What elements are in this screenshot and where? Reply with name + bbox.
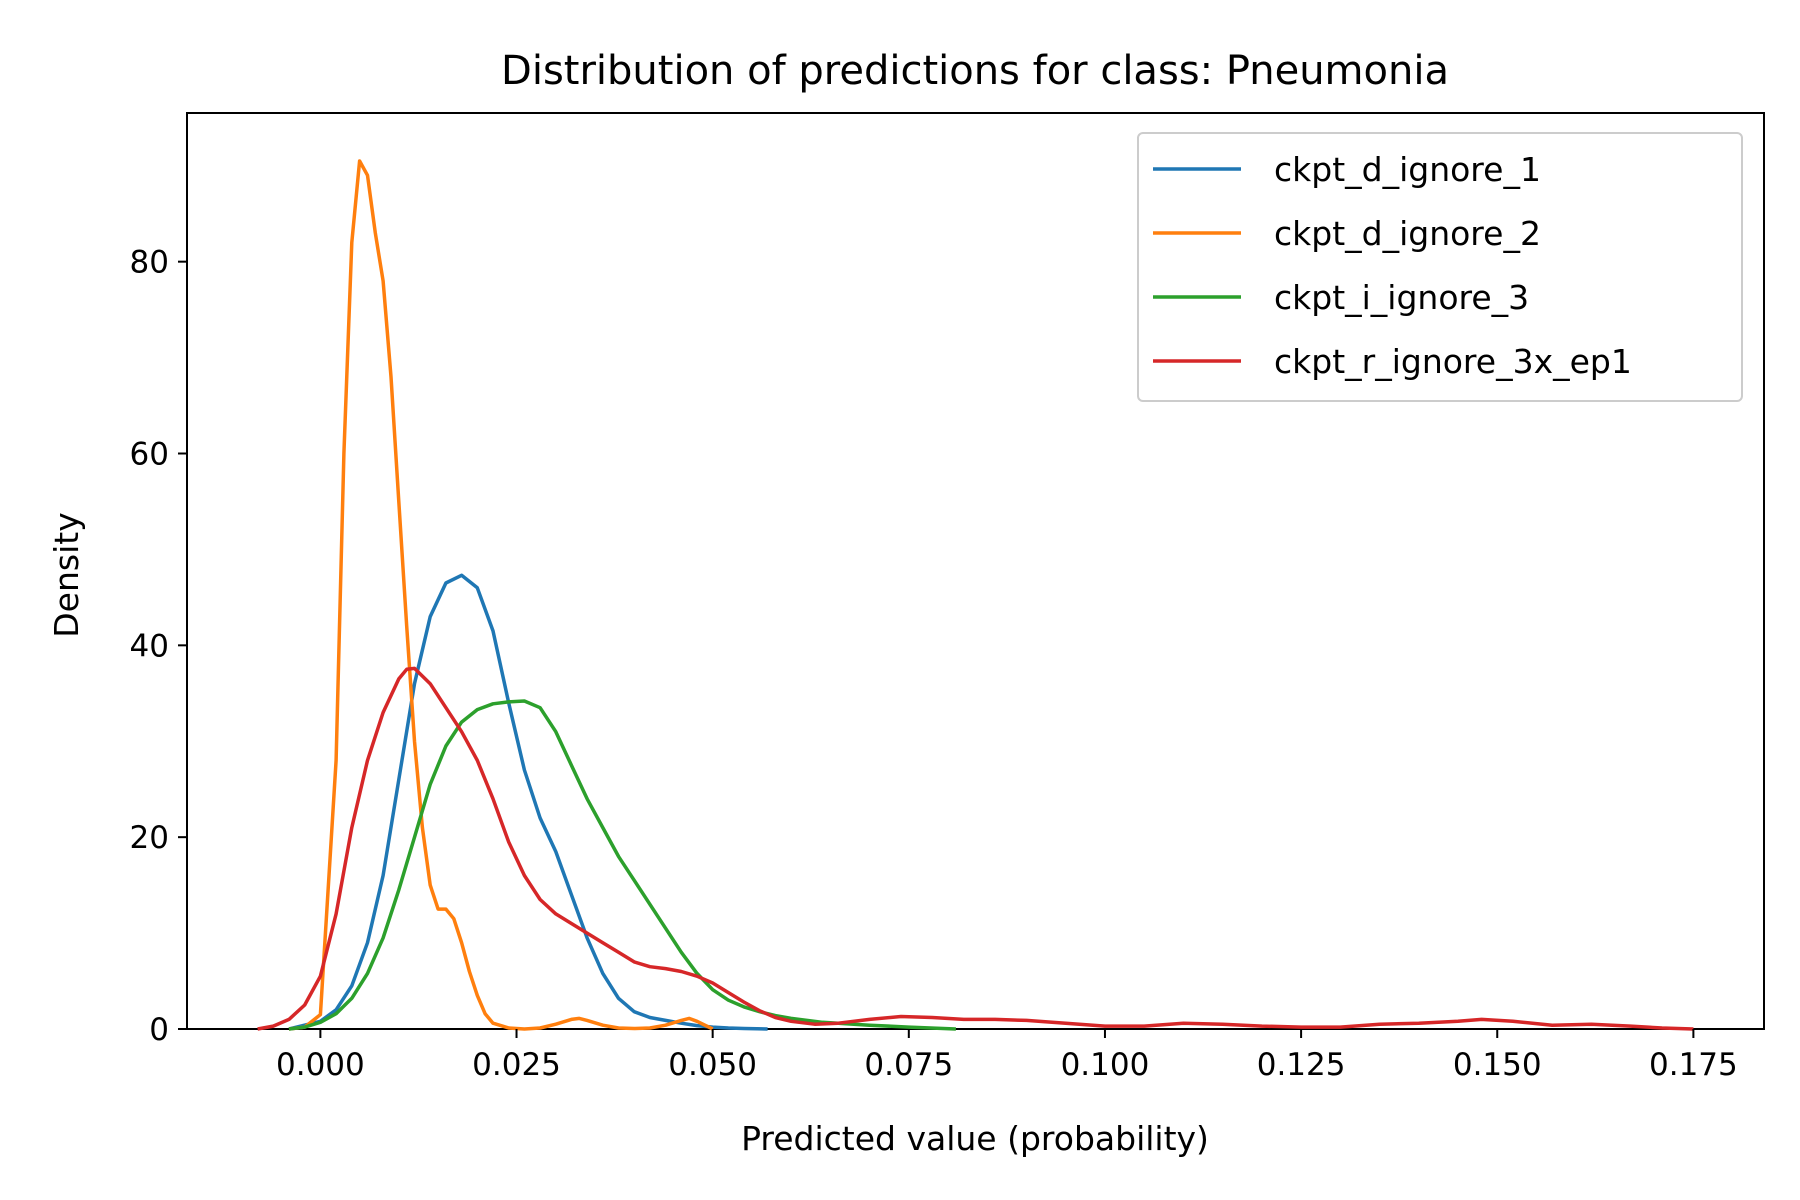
legend-label: ckpt_d_ignore_2 <box>1274 214 1541 253</box>
legend-box <box>1137 132 1743 402</box>
series-line-3 <box>288 699 956 1031</box>
y-tick-label: 20 <box>130 820 169 856</box>
x-tick-label: 0.000 <box>276 1047 365 1083</box>
plot-frame <box>186 112 1765 1030</box>
legend-label: ckpt_i_ignore_3 <box>1274 278 1529 317</box>
y-tick-label: 80 <box>130 245 169 281</box>
x-tick-label: 0.100 <box>1061 1047 1150 1083</box>
x-tick-label: 0.025 <box>472 1047 561 1083</box>
y-axis: 0 20 40 60 80 <box>130 245 187 1048</box>
legend-label: ckpt_d_ignore_1 <box>1274 150 1541 189</box>
series-line-4 <box>257 666 1694 1031</box>
plot-area <box>186 112 1765 1031</box>
x-tick-label: 0.075 <box>864 1047 953 1083</box>
x-axis: 0.000 0.025 0.050 0.075 0.100 0.125 0.150 0.175 <box>276 1029 1738 1083</box>
x-tick-label: 0.125 <box>1257 1047 1346 1083</box>
series-line-2 <box>288 159 714 1031</box>
chart-title: Distribution of predictions for class: P… <box>501 48 1449 94</box>
legend-label: ckpt_r_ignore_3x_ep1 <box>1274 342 1632 381</box>
y-tick-label: 40 <box>130 628 169 664</box>
series-line-1 <box>288 573 768 1031</box>
x-tick-label: 0.150 <box>1453 1047 1542 1083</box>
legend: ckpt_d_ignore_1 ckpt_d_ignore_2 ckpt_i_ign… <box>1137 132 1743 402</box>
legend-entries: ckpt_d_ignore_1 ckpt_d_ignore_2 ckpt_i_ign… <box>1153 150 1632 381</box>
y-tick-label: 60 <box>130 437 169 473</box>
x-axis-title: Predicted value (probability) <box>741 1119 1209 1158</box>
x-tick-label: 0.050 <box>668 1047 757 1083</box>
series-layer <box>257 159 1694 1031</box>
x-tick-label: 0.175 <box>1649 1047 1738 1083</box>
y-axis-title: Density <box>47 512 86 637</box>
y-tick-label: 0 <box>149 1012 169 1048</box>
